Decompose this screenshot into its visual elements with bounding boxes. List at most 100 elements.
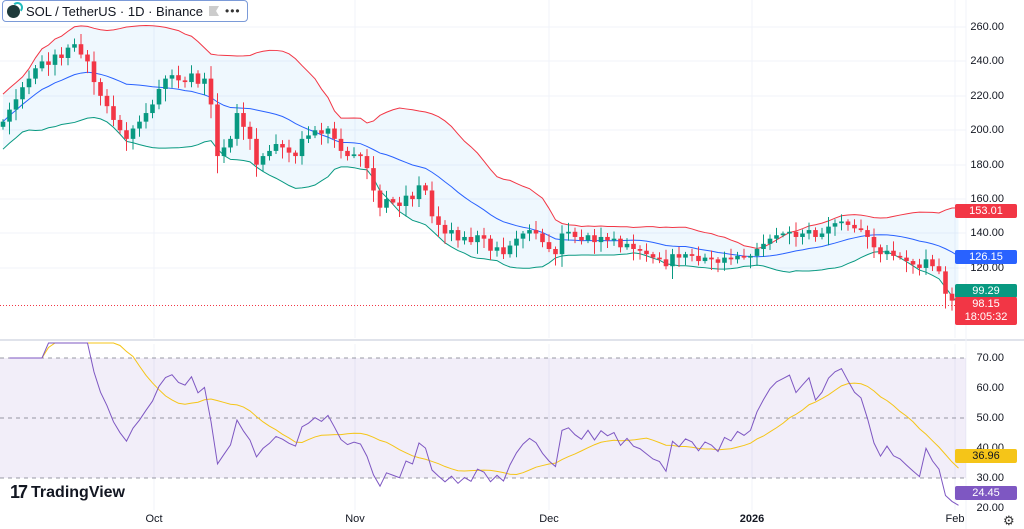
candle-body (228, 138, 233, 148)
candle-body (436, 216, 441, 225)
candle-body (592, 235, 597, 243)
rsi-line (9, 342, 959, 506)
candle-body (949, 293, 955, 301)
candle-body (845, 221, 851, 225)
candle-body (46, 61, 51, 65)
candle-body (559, 233, 565, 255)
candle-body (910, 261, 916, 265)
candle-body (280, 144, 285, 148)
candle-body (312, 130, 318, 136)
tradingview-logo[interactable]: 17 TradingView (10, 482, 125, 503)
candle-body (806, 230, 812, 234)
price-axis-label: 180.00 (970, 159, 1004, 171)
candle-body (221, 147, 227, 157)
candle-body (384, 199, 389, 208)
candle-body (826, 226, 831, 234)
candle-body (572, 231, 578, 237)
countdown: 18:05:32 (964, 311, 1008, 323)
candle-body (111, 106, 116, 120)
candle-body (936, 266, 942, 272)
candle-body (137, 121, 142, 129)
candle-body (65, 47, 71, 58)
candle-body (878, 247, 883, 255)
candle-body (390, 199, 396, 203)
candle-body (20, 87, 25, 100)
candle-body (618, 238, 623, 248)
candle-body (566, 231, 571, 234)
candle-body (832, 223, 838, 227)
basis-badge: 126.15 (955, 250, 1017, 264)
candle-body (657, 257, 662, 260)
candle-body (702, 257, 708, 262)
candle-body (650, 254, 656, 258)
candle-body (676, 254, 682, 258)
price-axis-label: 160.00 (970, 193, 1004, 205)
candle-body (897, 255, 903, 258)
candle-body (533, 230, 539, 234)
candle-body (819, 233, 825, 237)
candle-body (605, 236, 610, 241)
tradingview-logo-icon: 17 (10, 482, 28, 502)
candle-body (59, 54, 64, 58)
candle-body (306, 135, 311, 139)
candle-body (325, 128, 331, 134)
candle-body (767, 238, 773, 244)
time-axis-label: Oct (145, 513, 163, 525)
bollinger-lower-line (2, 116, 959, 305)
candle-body (39, 61, 45, 69)
candle-body (527, 230, 532, 234)
candle-body (689, 254, 695, 256)
candle-body (202, 78, 207, 84)
candle-body (468, 236, 474, 243)
candle-body (520, 233, 526, 239)
candle-body (728, 257, 734, 260)
candle-body (176, 75, 181, 81)
settings-gear-icon[interactable]: ⚙ (1003, 513, 1015, 528)
candle-body (663, 259, 669, 267)
candle-body (715, 259, 721, 263)
bollinger-basis-line (2, 71, 959, 258)
candle-body (579, 236, 584, 241)
candle-body (761, 243, 766, 250)
candle-body (189, 73, 194, 83)
candle-body (117, 119, 123, 131)
candle-body (644, 250, 649, 255)
candle-body (163, 78, 168, 89)
candle-body (709, 257, 714, 260)
candle-body (735, 255, 740, 260)
candle-body (943, 271, 948, 294)
candle-body (13, 99, 19, 110)
candle-body (683, 254, 688, 258)
candle-body (917, 264, 922, 268)
candle-body (839, 221, 844, 224)
brand-name: TradingView (31, 483, 125, 501)
lower-band-badge: 99.29 (955, 284, 1017, 298)
candle-body (507, 245, 513, 255)
candle-body (247, 126, 253, 139)
candle-body (156, 88, 162, 105)
candle-body (273, 144, 279, 151)
price-axis-label: 200.00 (970, 124, 1004, 136)
last-price: 98.15 (972, 298, 1000, 310)
rsi-axis-label: 50.00 (976, 412, 1004, 424)
candle-body (319, 130, 324, 134)
candle-body (930, 259, 935, 267)
candle-body (904, 257, 909, 262)
candle-body (891, 250, 896, 256)
candle-body (410, 195, 415, 200)
candle-body (416, 185, 422, 200)
candle-body (741, 255, 747, 258)
rsi-badge: 24.45 (955, 486, 1017, 500)
symbol-legend[interactable]: SOL / TetherUS · 1D · Binance ••• (2, 0, 248, 22)
candle-body (670, 254, 675, 267)
candle-body (150, 104, 155, 114)
candle-body (0, 121, 6, 127)
candle-body (169, 75, 175, 79)
candle-body (722, 257, 727, 263)
candle-body (813, 230, 818, 237)
candle-body (104, 95, 110, 107)
candle-body (98, 82, 103, 96)
more-dots-icon[interactable]: ••• (225, 4, 241, 18)
flag-icon[interactable] (209, 6, 220, 16)
